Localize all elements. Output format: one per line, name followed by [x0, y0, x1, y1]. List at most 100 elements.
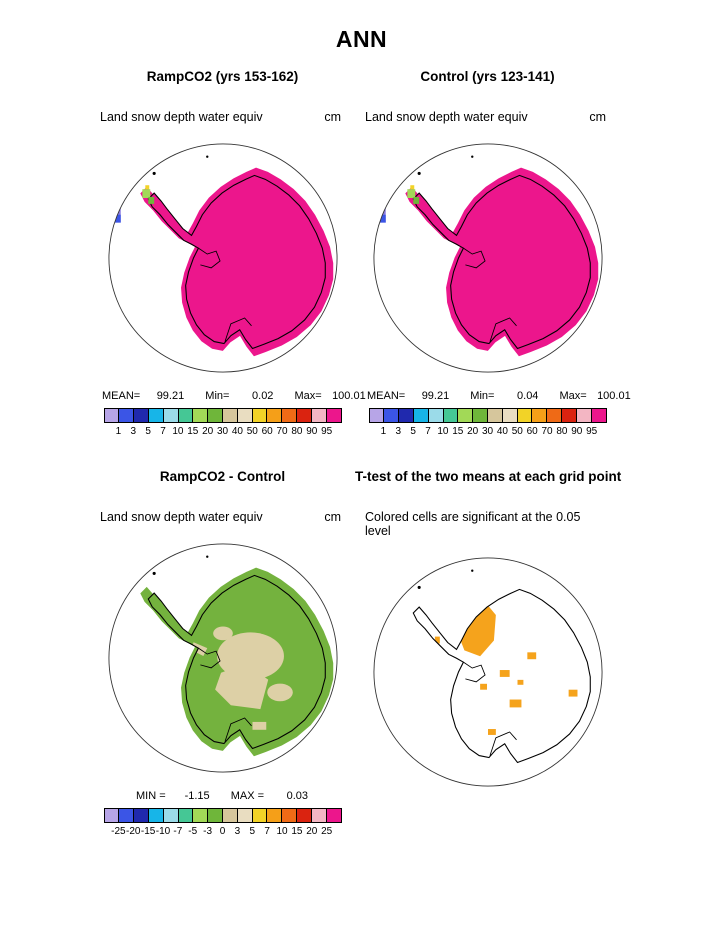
colorbar-cell — [222, 409, 237, 422]
colorbar-cell — [281, 809, 297, 822]
figure-title: ANN — [335, 26, 388, 52]
colorbar-tick: 0 — [219, 826, 226, 837]
colorbar-tick: -5 — [188, 826, 198, 837]
colorbar-tick: 60 — [526, 426, 538, 437]
colorbar-tick: 20 — [306, 826, 318, 837]
colorbar-tick: 30 — [481, 426, 494, 437]
colorbar-tick: 5 — [410, 426, 416, 437]
colorbar-cell — [531, 409, 547, 422]
mean-label: MEAN= — [367, 390, 406, 402]
colorbar-tick: 25 — [321, 826, 333, 837]
units-label: cm — [324, 110, 341, 124]
max-value: 0.03 — [286, 790, 309, 802]
mean-value: 99.21 — [421, 390, 450, 402]
colorbar-tick: 10 — [172, 426, 184, 437]
colorbar-cell — [266, 409, 282, 422]
stats-rampco2: MEAN= 99.21 Min= 0.02 Max= 100.01 — [90, 390, 366, 402]
panel-control: Control (yrs 123-141) Land snow depth wa… — [355, 53, 631, 439]
colorbar-tick: 5 — [249, 826, 256, 837]
field-label: Land snow depth water equiv — [100, 110, 263, 124]
colorbar-cell — [325, 409, 341, 422]
colorbar-cell — [251, 809, 267, 822]
colorbar-tick: 7 — [264, 826, 270, 837]
colorbar-cell — [118, 809, 134, 822]
max-label: MAX = — [230, 790, 265, 802]
min-value: 0.02 — [252, 390, 274, 402]
colorbar-cell — [501, 409, 517, 422]
colorbar-cell — [147, 809, 163, 822]
significance-note: Colored cells are significant at the 0.0… — [365, 510, 581, 538]
panel-grid: RampCO2 (yrs 153-162) Land snow depth wa… — [90, 53, 723, 839]
colorbar-tick: -10 — [155, 826, 171, 837]
colorbar-ticks: -25 -20 -15 -10 -7 -5 -3 0 3 5 7 10 15 20 25 — [104, 826, 342, 839]
colorbar-tick: 80 — [291, 426, 303, 437]
colorbar-cell — [325, 809, 341, 822]
colorbar-cell — [177, 409, 193, 422]
colorbar-cell — [472, 409, 487, 422]
colorbar-cell — [590, 409, 606, 422]
colorbar-cell — [457, 409, 473, 422]
colorbar-tick: 70 — [541, 426, 553, 437]
field-label: Land snow depth water equiv — [100, 510, 263, 524]
colorbar-cell — [296, 409, 311, 422]
colorbar-tick: 95 — [586, 426, 598, 437]
colorbar-difference: -25 -20 -15 -10 -7 -5 -3 0 3 5 7 10 15 20 25 — [103, 808, 342, 839]
max-value: 100.01 — [332, 390, 366, 402]
colorbar-tick: 20 — [467, 426, 479, 437]
colorbar-tick: -25 — [111, 826, 126, 837]
colorbar-cell — [236, 409, 252, 422]
colorbar-cell — [133, 409, 148, 422]
colorbar-cell — [192, 809, 208, 822]
colorbar-cell — [369, 409, 384, 422]
colorbar-ticks: 1 3 5 7 10 15 20 30 40 50 60 70 80 90 95 — [104, 426, 342, 439]
colorbar — [368, 408, 607, 423]
colorbar-cell — [516, 409, 532, 422]
colorbar-cell — [207, 409, 222, 422]
colorbar-tick: -7 — [173, 826, 183, 837]
panel-difference: RampCO2 - Control Land snow depth water … — [90, 439, 355, 839]
colorbar-tick: 40 — [496, 426, 508, 437]
colorbar-tick: 90 — [306, 426, 318, 437]
panel-title-ttest: T-test of the two means at each grid poi… — [355, 469, 622, 484]
colorbar-tick: 3 — [395, 426, 402, 437]
islands — [417, 155, 473, 176]
mean-value: 99.21 — [156, 390, 185, 402]
colorbar-cell — [147, 409, 163, 422]
colorbar-cell — [575, 409, 591, 422]
colorbar-cell — [162, 809, 178, 822]
colorbar-cell — [427, 409, 443, 422]
colorbar-cell — [104, 409, 119, 422]
min-value: 0.04 — [517, 390, 539, 402]
colorbar-tick: 40 — [231, 426, 243, 437]
colorbar-tick: 15 — [291, 826, 303, 837]
colorbar-cell — [133, 809, 148, 822]
colorbar-cell — [192, 409, 208, 422]
colorbar-tick: 7 — [160, 426, 166, 437]
map-control — [372, 143, 603, 373]
colorbar-cell — [412, 409, 428, 422]
islands — [417, 569, 473, 590]
colorbar-tick: 15 — [187, 426, 199, 437]
colorbar — [103, 408, 342, 423]
panel-ttest: T-test of the two means at each grid poi… — [355, 439, 622, 839]
units-label: cm — [589, 110, 606, 124]
colorbar-tick: -15 — [140, 826, 156, 837]
colorbar-tick: 60 — [261, 426, 273, 437]
colorbar — [103, 808, 342, 823]
colorbar-tick: 15 — [452, 426, 464, 437]
min-label: Min= — [205, 390, 230, 402]
colorbar-cell — [310, 409, 326, 422]
subtitle-row-difference: Land snow depth water equiv cm — [90, 510, 355, 524]
min-label: MIN = — [136, 790, 166, 802]
colorbar-tick: 80 — [556, 426, 568, 437]
map-difference — [107, 543, 338, 773]
mean-label: MEAN= — [102, 390, 141, 402]
units-label: cm — [324, 510, 341, 524]
panel-title-difference: RampCO2 - Control — [159, 469, 286, 484]
colorbar-tick: 20 — [202, 426, 214, 437]
colorbar-tick: -20 — [126, 826, 141, 837]
map-boundary-circle — [107, 143, 338, 373]
colorbar-tick: 10 — [276, 826, 288, 837]
colorbar-cell — [281, 409, 297, 422]
